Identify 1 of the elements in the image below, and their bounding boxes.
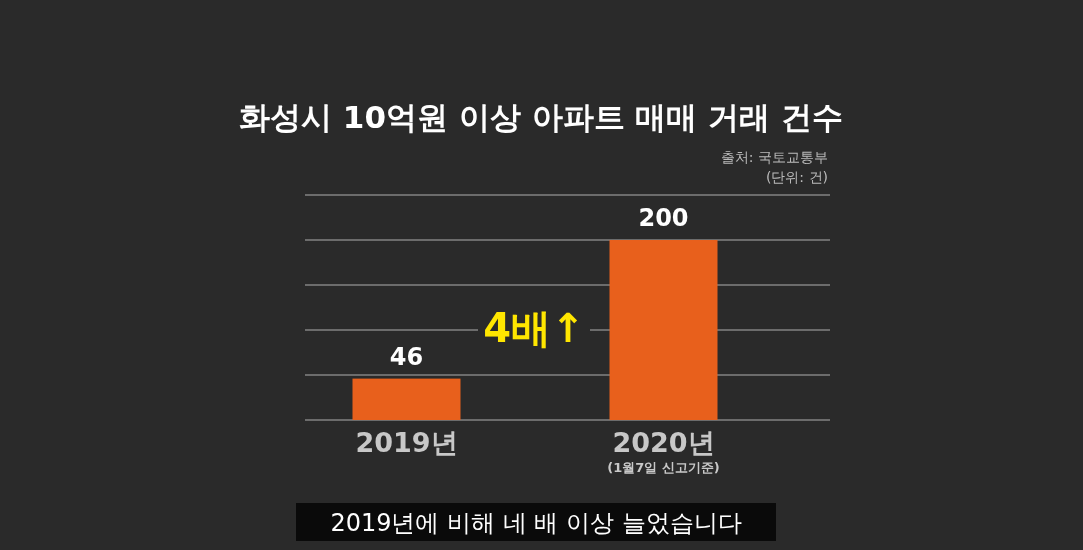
title: 화성시 10억원 이상 아파트 매매 거래 건수 bbox=[239, 99, 843, 135]
